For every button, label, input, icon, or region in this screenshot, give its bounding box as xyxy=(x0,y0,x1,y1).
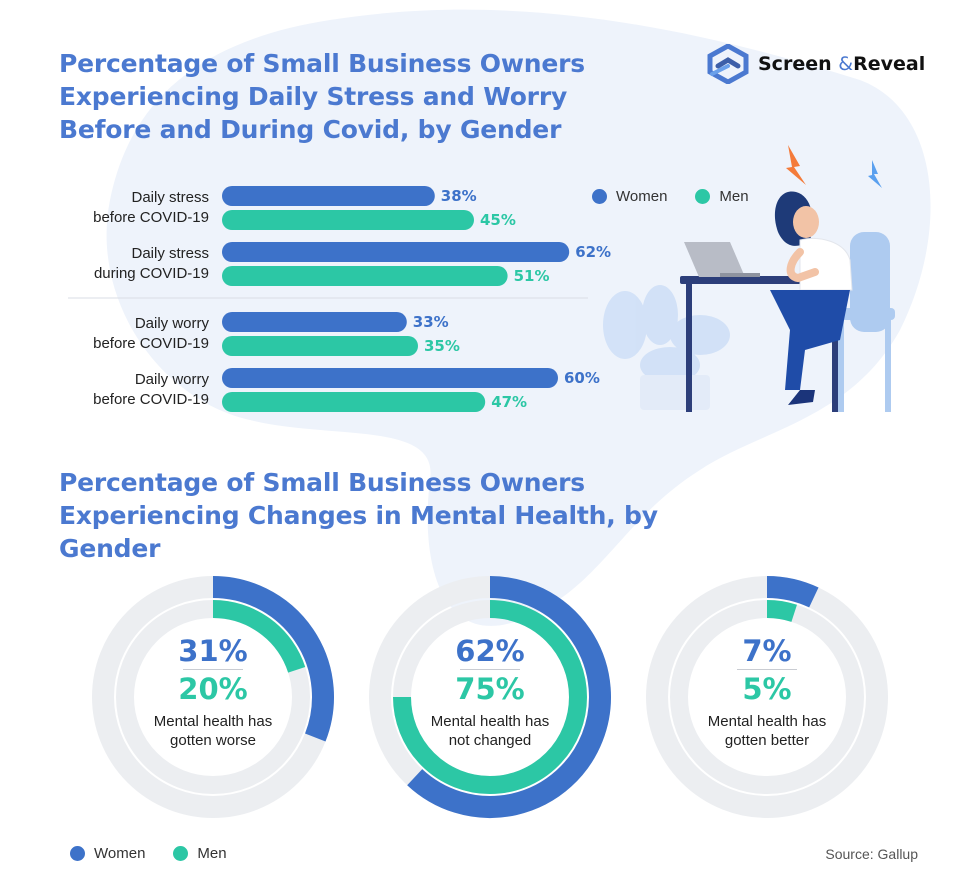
category-label: Daily stress xyxy=(131,245,209,262)
donut-not-changed-label: Mental health has not changed xyxy=(430,713,550,749)
donut-separator xyxy=(183,669,243,670)
donut-separator xyxy=(737,669,797,670)
legend-item-women: Women xyxy=(70,845,145,862)
donut-better-label: Mental health has gotten better xyxy=(707,713,827,749)
bar-value-label: 35% xyxy=(424,337,460,355)
legend-bottom: Women Men xyxy=(70,845,255,862)
bar-value-label: 33% xyxy=(413,313,449,331)
bar-value-label: 38% xyxy=(441,187,477,205)
chair-icon xyxy=(825,232,895,412)
category-label: before COVID-19 xyxy=(93,391,209,408)
donut-worse-rings xyxy=(92,576,334,818)
brand-logo: Screen &Reveal xyxy=(706,44,925,84)
plant-icon xyxy=(603,285,730,410)
category-label: Daily stress xyxy=(131,189,209,206)
chart-title-stress: Percentage of Small Business Owners Expe… xyxy=(59,49,585,144)
category-label: before COVID-19 xyxy=(93,335,209,352)
lightning-icon-small xyxy=(868,160,882,188)
lightning-icon xyxy=(786,145,806,185)
category-label: Daily worry xyxy=(135,315,210,332)
donut-arc-women xyxy=(407,576,611,818)
legend-dot-women xyxy=(592,189,607,204)
donut-separator xyxy=(460,669,520,670)
category-label: Daily worry xyxy=(135,371,210,388)
source-note: Source: Gallup xyxy=(825,846,918,862)
bar-men xyxy=(222,336,418,356)
category-label: during COVID-19 xyxy=(94,265,209,282)
legend-top: Women Men xyxy=(592,188,777,205)
donut-worse-men-value: 20% xyxy=(178,672,248,706)
legend-item-women: Women xyxy=(592,188,667,205)
donut-arc-men xyxy=(393,600,587,794)
bar-women xyxy=(222,312,407,332)
woman-figure xyxy=(770,191,853,405)
bar-men xyxy=(222,392,486,412)
donut-not-changed-rings xyxy=(369,576,611,818)
bar-men xyxy=(222,210,474,230)
bar-women xyxy=(222,186,435,206)
donut-better-rings xyxy=(646,576,888,818)
bar-women xyxy=(222,368,558,388)
legend-item-men: Men xyxy=(695,188,749,205)
chart-title-mental-health: Percentage of Small Business Owners Expe… xyxy=(59,468,658,563)
legend-dot-women xyxy=(70,846,85,861)
donut-not-changed-men-value: 75% xyxy=(455,672,525,706)
donut-worse-label: Mental health has gotten worse xyxy=(153,713,273,749)
donut-better-women-value: 7% xyxy=(742,634,792,668)
donut-arc-women xyxy=(212,576,334,742)
bar-value-label: 51% xyxy=(514,267,550,285)
legend-item-men: Men xyxy=(173,845,227,862)
donut-not-changed-women-value: 62% xyxy=(455,634,525,668)
donut-arc-women xyxy=(766,576,819,608)
donut-better: 7% 5% Mental health has gotten better xyxy=(642,572,892,822)
laptop-icon xyxy=(684,242,760,277)
donut-worse: 31% 20% Mental health has gotten worse xyxy=(88,572,338,822)
bar-women xyxy=(222,242,570,262)
bar-value-label: 47% xyxy=(491,393,527,411)
donut-better-men-value: 5% xyxy=(742,672,792,706)
brand-name: Screen &Reveal xyxy=(758,53,926,75)
donut-arc-men xyxy=(766,600,797,622)
bar-value-label: 45% xyxy=(480,211,516,229)
stressed-woman-illustration xyxy=(603,145,895,412)
brand-logo-icon xyxy=(707,44,749,84)
legend-dot-men xyxy=(695,189,711,204)
bar-men xyxy=(222,266,508,286)
bar-value-label: 62% xyxy=(575,243,611,261)
donut-worse-women-value: 31% xyxy=(178,634,248,668)
donut-arc-men xyxy=(212,600,306,673)
category-label: before COVID-19 xyxy=(93,209,209,226)
legend-dot-men xyxy=(173,846,189,861)
bar-value-label: 60% xyxy=(564,369,600,387)
donut-not-changed: 62% 75% Mental health has not changed xyxy=(365,572,615,822)
